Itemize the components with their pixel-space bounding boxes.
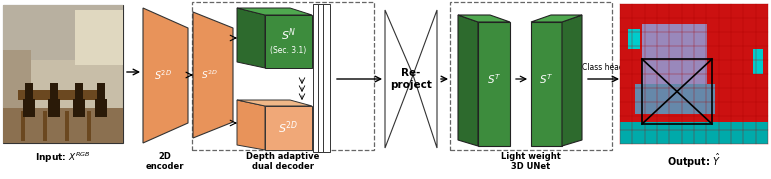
Bar [18,90,103,100]
Polygon shape [413,10,437,148]
Polygon shape [531,22,562,146]
Bar [48,99,60,117]
Text: $S^{T}$: $S^{T}$ [540,72,554,86]
Text: Class head: Class head [582,62,624,71]
Text: Depth adaptive
dual decoder: Depth adaptive dual decoder [246,152,320,171]
Bar [25,83,33,100]
Text: (Sec. 3.1): (Sec. 3.1) [271,45,307,54]
Text: Output: $\hat{Y}$: Output: $\hat{Y}$ [667,152,721,170]
Polygon shape [265,15,312,68]
Bar [642,59,712,124]
Polygon shape [265,106,312,150]
Bar [23,99,35,117]
Text: $S^{2D}$: $S^{2D}$ [201,69,218,81]
Bar [323,4,330,152]
Bar [97,83,105,100]
Polygon shape [458,15,478,146]
Text: 2D
encoder: 2D encoder [146,152,184,171]
Bar [3,50,31,143]
Bar [75,83,83,100]
Polygon shape [237,100,265,150]
Bar [73,99,85,117]
Text: Light weight
3D UNet: Light weight 3D UNet [501,152,561,171]
Bar [3,108,123,143]
Polygon shape [143,8,188,143]
Bar [3,5,123,143]
Text: $S^{T}$: $S^{T}$ [487,72,501,86]
Bar [95,99,107,117]
Polygon shape [237,8,312,15]
Text: $S^{2D}$: $S^{2D}$ [154,68,172,82]
Bar [50,83,58,100]
Polygon shape [385,10,413,148]
Bar [620,122,768,144]
Bar [192,2,374,150]
Bar [642,24,707,99]
Bar [620,4,768,144]
Bar [65,111,69,141]
Bar [450,2,612,150]
Polygon shape [458,15,510,22]
Bar [753,49,763,74]
Bar [635,84,715,114]
Bar [313,4,320,152]
Bar [318,4,325,152]
Polygon shape [237,100,312,106]
Polygon shape [562,15,582,146]
Text: $S^{N}$: $S^{N}$ [281,27,296,43]
Bar [87,111,91,141]
Text: Input: $X^{RGB}$: Input: $X^{RGB}$ [35,151,91,165]
Text: Re-
project: Re- project [390,68,432,90]
Bar [3,5,123,60]
Text: $S^{2D}$: $S^{2D}$ [278,120,298,136]
Bar [21,111,25,141]
Polygon shape [237,8,265,68]
Bar [75,10,123,65]
Polygon shape [193,12,233,138]
Polygon shape [531,15,582,22]
Polygon shape [478,22,510,146]
Bar [628,29,640,49]
Bar [43,111,47,141]
